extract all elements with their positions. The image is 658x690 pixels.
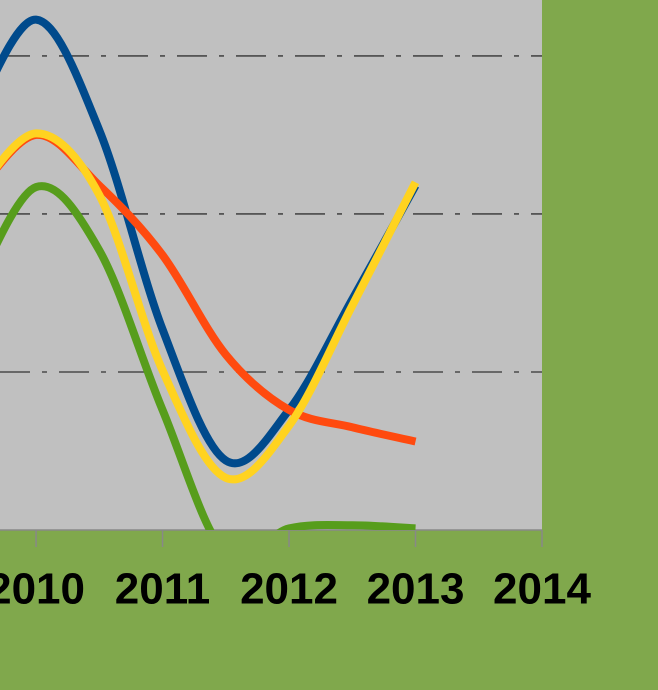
x-tick-label: 2012 [240, 565, 338, 614]
x-tick-label: 2014 [493, 565, 591, 614]
x-tick-label: 2011 [115, 565, 210, 614]
plot-area [0, 0, 542, 530]
plot-lines [0, 15, 420, 530]
data-line [0, 182, 416, 530]
data-line [0, 129, 420, 484]
x-tick-label: 2010 [0, 565, 85, 614]
x-tick-label: 2013 [367, 565, 465, 614]
